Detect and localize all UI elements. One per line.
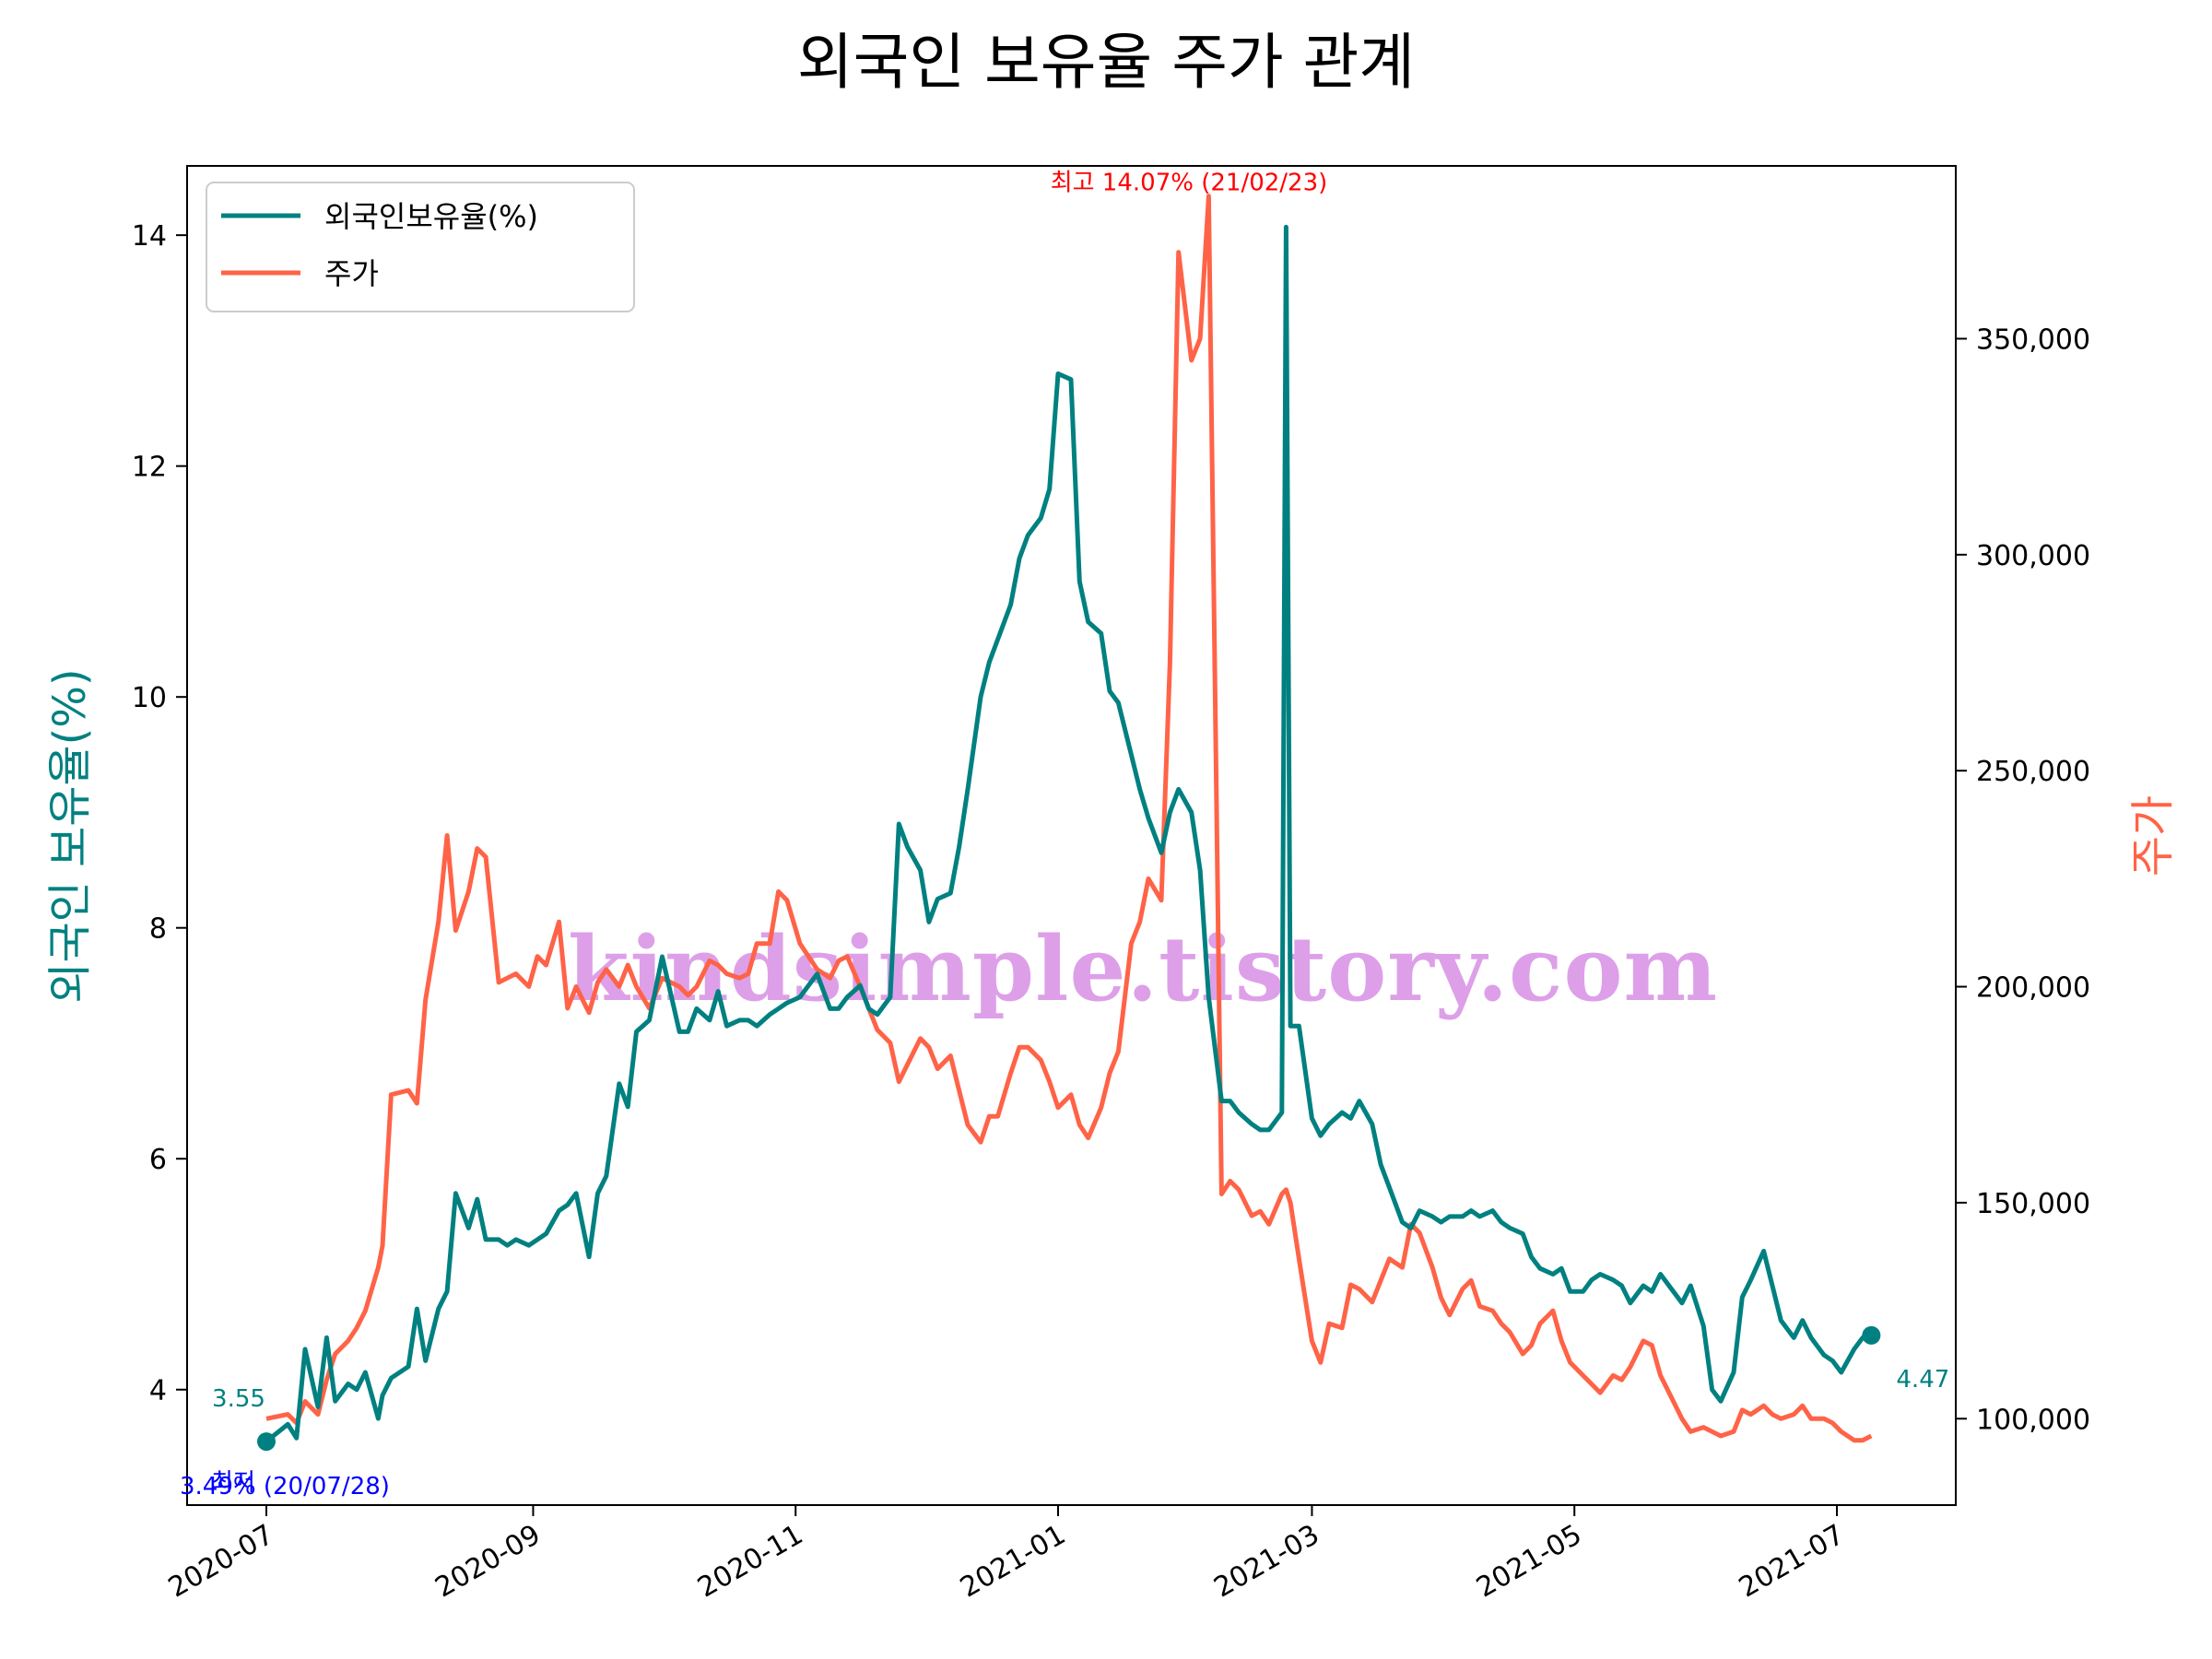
x-axis: 2020-07 2020-09 2020-11 2021-01 2021-03 2021-… (163, 1505, 1850, 1605)
watermark: kindsimple.tistory.com (568, 917, 1718, 1021)
x-tick-label: 2021-07 (1734, 1519, 1850, 1605)
series-line-foreign-ratio (265, 224, 1872, 1444)
min-annotation: 3.49% (20/07/28) (180, 1473, 390, 1500)
min-annotation-prefix: 최저 (211, 1469, 255, 1497)
start-value-label: 3.55 (212, 1385, 265, 1413)
y-right-tick-label: 300,000 (1976, 540, 2090, 572)
watermark-text: kindsimple.tistory.com (568, 917, 1718, 1021)
y-left-tick-label: 12 (132, 452, 167, 484)
end-value-label: 4.47 (1896, 1366, 1949, 1394)
series-line-price (265, 194, 1873, 1443)
legend-box (206, 182, 635, 312)
y-right-tick-label: 250,000 (1976, 756, 2090, 788)
chart-title: 외국인 보유율 주가 관계 (797, 27, 1415, 98)
start-point-marker (257, 1432, 276, 1452)
end-point-marker (1862, 1325, 1881, 1345)
x-tick-label: 2021-01 (955, 1519, 1071, 1605)
x-tick-label: 2020-11 (692, 1519, 808, 1605)
y-right-tick-label: 100,000 (1976, 1404, 2090, 1436)
y-axis-right: 100,000 150,000 200,000 250,000 300,000 350,0… (1956, 324, 2090, 1436)
legend-label-price: 주가 (324, 256, 379, 291)
x-tick-label: 2021-05 (1471, 1519, 1587, 1605)
legend: 외국인보유율(%) 주가 (206, 182, 635, 312)
x-tick-label: 2021-03 (1208, 1519, 1324, 1605)
y-right-tick-label: 350,000 (1976, 324, 2090, 356)
plot-frame (186, 165, 1957, 1506)
y-right-tick-label: 150,000 (1976, 1188, 2090, 1220)
y-left-tick-label: 6 (149, 1144, 167, 1176)
y-left-tick-label: 10 (132, 682, 167, 714)
y-left-tick-label: 14 (132, 220, 167, 253)
x-tick-label: 2020-07 (163, 1519, 279, 1605)
max-annotation: 최고 14.07% (21/02/23) (1051, 169, 1328, 196)
y-axis-left: 4 6 8 10 12 14 (132, 220, 187, 1407)
x-tick-label: 2020-09 (429, 1519, 546, 1605)
legend-label-foreign-ratio: 외국인보유율(%) (324, 199, 538, 234)
y-right-tick-label: 200,000 (1976, 972, 2090, 1005)
y-left-tick-label: 8 (149, 913, 167, 946)
y-axis-right-label: 주가 (2127, 795, 2179, 877)
plot-area (257, 194, 1881, 1452)
y-axis-left-label: 외국인 보유율(%) (44, 668, 96, 1003)
y-left-tick-label: 4 (149, 1375, 167, 1407)
